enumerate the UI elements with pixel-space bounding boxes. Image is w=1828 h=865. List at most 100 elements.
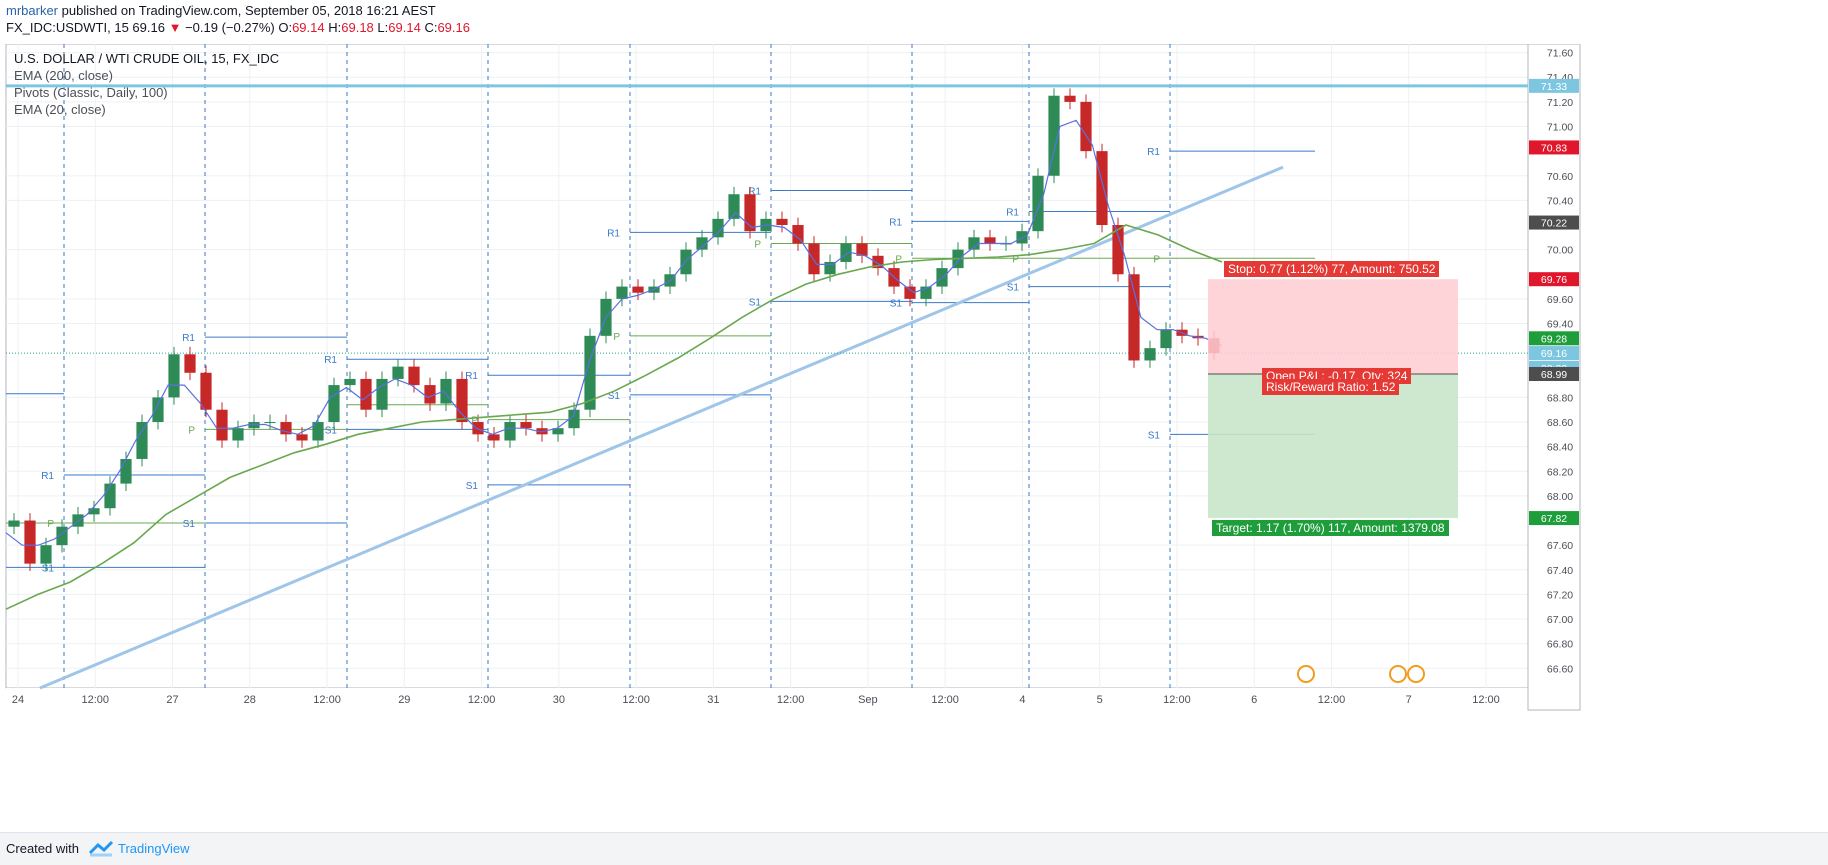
candle-body <box>424 385 436 404</box>
price-label-bg <box>1529 346 1579 361</box>
x-axis-tick-label: 12:00 <box>1472 694 1500 706</box>
chart-frame[interactable]: 24 12:00 27 28 12:00 29 12:00 30 12:00 31 12:00 Sep… <box>0 44 1828 844</box>
price-label-bg <box>1529 272 1579 287</box>
change-down-icon: ▼ <box>168 20 182 35</box>
candle-body <box>792 225 804 244</box>
candle-body <box>312 422 324 441</box>
x-axis-tick-label: 24 <box>12 694 24 706</box>
candle-body <box>616 286 628 299</box>
candle-body <box>344 378 356 386</box>
x-axis-tick-label: 12:00 <box>931 694 959 706</box>
high-label: H: <box>328 20 342 35</box>
open-label: O: <box>278 20 293 35</box>
pivot-label-p: P <box>754 239 761 250</box>
legend-title[interactable]: U.S. DOLLAR / WTI CRUDE OIL, 15, FX_IDC <box>14 51 280 66</box>
trendline <box>39 165 1284 690</box>
price-label: 68.99 <box>1541 369 1567 381</box>
candle-body <box>744 194 756 232</box>
symbol-ohlc-line: FX_IDC:USDWTI, 15 69.16 ▼ −0.19 (−0.27%)… <box>6 20 470 35</box>
price-label: 70.22 <box>1541 218 1567 230</box>
candle-body <box>1096 151 1108 226</box>
candle-body <box>632 286 644 293</box>
y-axis-tick-label: 67.20 <box>1547 589 1573 601</box>
y-axis-tick-label: 68.20 <box>1547 466 1573 478</box>
pivot-label-p: P <box>1012 254 1019 265</box>
candle-body <box>216 409 228 441</box>
publisher-link[interactable]: mrbarker <box>6 3 59 18</box>
pivot-label-p: P <box>895 254 902 265</box>
candle-body <box>264 422 276 424</box>
pivot-label-r1: R1 <box>889 217 902 228</box>
close-label: C: <box>424 20 438 35</box>
x-axis-tick-label: 12:00 <box>313 694 341 706</box>
y-axis-tick-label: 67.40 <box>1547 565 1573 577</box>
y-axis-tick-label: 66.60 <box>1547 663 1573 675</box>
candle-body <box>776 218 788 226</box>
pivot-label-r1: R1 <box>182 333 195 344</box>
x-axis-tick-label: 7 <box>1406 694 1412 706</box>
pivot-label-p: P <box>188 425 195 436</box>
candle-body <box>1048 95 1060 176</box>
candle-body <box>696 237 708 250</box>
pivot-label-s1: S1 <box>749 297 762 308</box>
candle-body <box>168 354 180 398</box>
publication-line: mrbarker published on TradingView.com, S… <box>6 3 436 18</box>
economic-event-icon <box>1407 665 1425 683</box>
candle-body <box>1080 101 1092 152</box>
price-label-bg <box>1529 140 1579 155</box>
price-label: 69.16 <box>1541 348 1567 360</box>
x-axis-tick-label: 12:00 <box>777 694 805 706</box>
price-chart[interactable]: 24 12:00 27 28 12:00 29 12:00 30 12:00 31 12:00 Sep… <box>0 44 1828 844</box>
candle-body <box>872 255 884 269</box>
price-label: 70.83 <box>1541 142 1567 154</box>
price-label: 67.82 <box>1541 513 1567 525</box>
candle-body <box>1144 348 1156 361</box>
x-axis-tick-label: 5 <box>1097 694 1103 706</box>
published-text: published on TradingView.com, September … <box>58 3 436 18</box>
price-label-bg <box>1529 367 1579 382</box>
close-value: 69.16 <box>437 20 470 35</box>
candle-body <box>552 428 564 435</box>
tradingview-link[interactable]: TradingView <box>118 841 190 856</box>
y-axis-tick-label: 68.00 <box>1547 491 1573 503</box>
pivot-label-s1: S1 <box>42 563 55 574</box>
stop-zone <box>1208 279 1458 375</box>
pivot-label-s1: S1 <box>183 519 196 530</box>
x-axis-tick-label: 12:00 <box>468 694 496 706</box>
candle-body <box>1160 329 1172 349</box>
candle-body <box>840 243 852 262</box>
pivot-label-s1: S1 <box>325 425 338 436</box>
y-axis-tick-label: 68.40 <box>1547 442 1573 454</box>
y-axis-tick-label: 67.60 <box>1547 540 1573 552</box>
x-axis-tick-label: 31 <box>707 694 719 706</box>
chart-legend: U.S. DOLLAR / WTI CRUDE OIL, 15, FX_IDC … <box>14 50 279 118</box>
x-axis-tick-label: 12:00 <box>1163 694 1191 706</box>
candle-body <box>152 397 164 423</box>
high-value: 69.18 <box>341 20 374 35</box>
change-value: −0.19 (−0.27%) <box>185 20 275 35</box>
legend-pivots[interactable]: Pivots (Classic, Daily, 100) <box>14 85 168 100</box>
x-axis-tick-label: 4 <box>1019 694 1025 706</box>
pivot-label-s1: S1 <box>466 481 479 492</box>
y-axis-tick-label: 70.40 <box>1547 195 1573 207</box>
tradingview-logo-icon[interactable] <box>88 839 114 857</box>
legend-ema20[interactable]: EMA (20, close) <box>14 102 106 117</box>
candle-body <box>328 385 340 423</box>
footer-bar: Created with TradingView <box>0 832 1828 865</box>
candle-body <box>520 422 532 429</box>
candle-body <box>360 378 372 410</box>
created-with-label: Created with <box>6 841 79 856</box>
pivot-label-s1: S1 <box>890 299 903 310</box>
legend-ema200[interactable]: EMA (200, close) <box>14 68 113 83</box>
price-label-bg <box>1529 331 1579 346</box>
low-value: 69.14 <box>388 20 421 35</box>
candle-body <box>968 237 980 250</box>
target-info-box: Target: 1.17 (1.70%) 117, Amount: 1379.0… <box>1212 520 1449 537</box>
price-label: 71.33 <box>1541 81 1567 93</box>
symbol-name[interactable]: FX_IDC:USDWTI, 15 <box>6 20 129 35</box>
candle-body <box>472 422 484 435</box>
candle-body <box>296 434 308 441</box>
price-label-bg <box>1529 511 1579 526</box>
pivot-label-p: P <box>613 332 620 343</box>
economic-event-icon <box>1297 665 1315 683</box>
